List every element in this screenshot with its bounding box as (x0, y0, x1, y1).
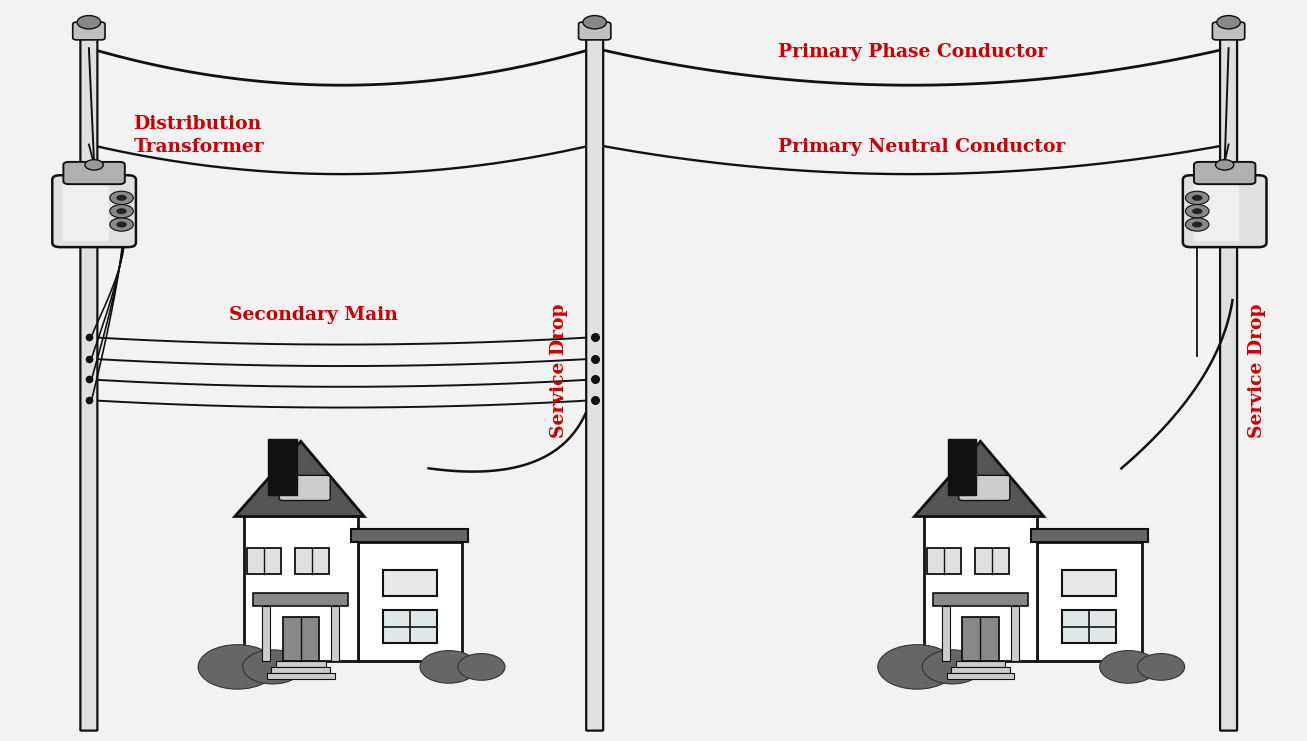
FancyBboxPatch shape (975, 548, 1009, 574)
FancyBboxPatch shape (1193, 181, 1239, 242)
Circle shape (110, 218, 133, 231)
Circle shape (243, 650, 303, 684)
FancyBboxPatch shape (331, 606, 339, 661)
Circle shape (1185, 218, 1209, 231)
Polygon shape (1031, 529, 1148, 542)
Text: Secondary Main: Secondary Main (229, 306, 397, 324)
FancyBboxPatch shape (1063, 570, 1116, 596)
Circle shape (1099, 651, 1157, 683)
FancyBboxPatch shape (268, 439, 297, 496)
FancyBboxPatch shape (81, 29, 97, 731)
FancyBboxPatch shape (1195, 162, 1255, 185)
Circle shape (77, 16, 101, 29)
FancyBboxPatch shape (586, 29, 604, 731)
Circle shape (1185, 205, 1209, 218)
Circle shape (878, 645, 957, 689)
FancyBboxPatch shape (247, 548, 281, 574)
FancyBboxPatch shape (955, 661, 1005, 667)
Circle shape (1137, 654, 1184, 680)
Polygon shape (915, 442, 1044, 516)
FancyBboxPatch shape (1219, 29, 1236, 731)
FancyBboxPatch shape (1213, 22, 1244, 40)
FancyBboxPatch shape (63, 162, 124, 185)
Circle shape (1192, 222, 1202, 227)
Polygon shape (352, 529, 468, 542)
Circle shape (583, 16, 606, 29)
Circle shape (116, 222, 127, 227)
FancyBboxPatch shape (951, 667, 1010, 673)
Circle shape (420, 651, 477, 683)
FancyBboxPatch shape (63, 181, 108, 242)
FancyBboxPatch shape (52, 176, 136, 247)
FancyBboxPatch shape (383, 610, 437, 643)
FancyBboxPatch shape (927, 548, 961, 574)
Circle shape (457, 654, 505, 680)
FancyBboxPatch shape (254, 593, 348, 606)
Text: Service Drop: Service Drop (1248, 303, 1266, 438)
FancyBboxPatch shape (263, 606, 271, 661)
FancyBboxPatch shape (280, 475, 331, 500)
FancyBboxPatch shape (282, 617, 319, 661)
FancyBboxPatch shape (924, 516, 1038, 661)
FancyBboxPatch shape (942, 606, 950, 661)
FancyBboxPatch shape (1038, 542, 1141, 661)
FancyBboxPatch shape (948, 439, 976, 496)
FancyBboxPatch shape (358, 542, 461, 661)
Polygon shape (235, 442, 365, 516)
Circle shape (199, 645, 277, 689)
FancyBboxPatch shape (1063, 610, 1116, 643)
Circle shape (110, 205, 133, 218)
Circle shape (1192, 208, 1202, 214)
FancyBboxPatch shape (579, 22, 610, 40)
Circle shape (1216, 160, 1234, 170)
Circle shape (923, 650, 983, 684)
Circle shape (1217, 16, 1240, 29)
FancyBboxPatch shape (276, 661, 325, 667)
Text: Primary Neutral Conductor: Primary Neutral Conductor (778, 138, 1065, 156)
Circle shape (116, 208, 127, 214)
FancyBboxPatch shape (73, 22, 105, 40)
FancyBboxPatch shape (295, 548, 329, 574)
Circle shape (116, 195, 127, 201)
FancyBboxPatch shape (1010, 606, 1018, 661)
Text: Distribution
Transformer: Distribution Transformer (133, 115, 264, 156)
Circle shape (1185, 191, 1209, 205)
Circle shape (1192, 195, 1202, 201)
Text: Service Drop: Service Drop (550, 303, 569, 438)
Text: Primary Phase Conductor: Primary Phase Conductor (778, 43, 1047, 61)
FancyBboxPatch shape (962, 617, 999, 661)
FancyBboxPatch shape (272, 667, 331, 673)
Circle shape (85, 160, 103, 170)
FancyBboxPatch shape (946, 673, 1014, 679)
FancyBboxPatch shape (383, 570, 437, 596)
Circle shape (110, 191, 133, 205)
FancyBboxPatch shape (959, 475, 1010, 500)
FancyBboxPatch shape (267, 673, 335, 679)
FancyBboxPatch shape (244, 516, 358, 661)
FancyBboxPatch shape (933, 593, 1027, 606)
FancyBboxPatch shape (1183, 176, 1266, 247)
